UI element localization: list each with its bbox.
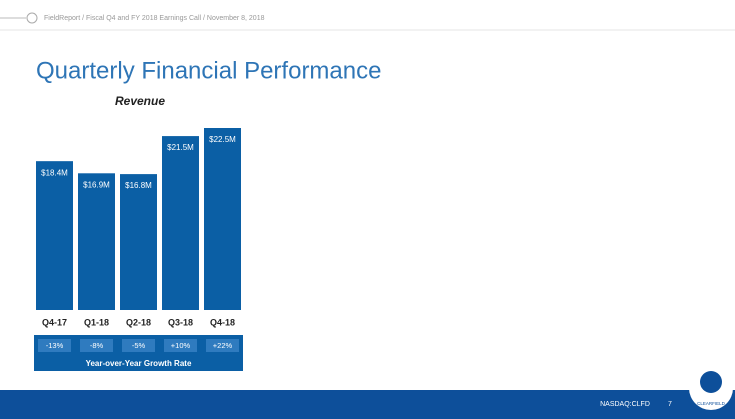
- header-dot: [26, 12, 38, 24]
- growth-cell: [122, 339, 155, 352]
- growth-cell: [80, 339, 113, 352]
- breadcrumb: FieldReport / Fiscal Q4 and FY 2018 Earn…: [44, 15, 265, 22]
- value-label: $18.4M: [41, 168, 68, 177]
- value-label: $16.8M: [125, 181, 152, 190]
- footer-ticker: NASDAQ:CLFD: [600, 401, 650, 408]
- bar: [36, 161, 73, 310]
- bar: [78, 173, 115, 310]
- growth-caption: Year-over-Year Growth Rate: [86, 359, 192, 368]
- value-label: $21.5M: [167, 143, 194, 152]
- logo-text: CLEARFIELD: [697, 401, 726, 406]
- x-tick-label: Q1-18: [84, 317, 109, 327]
- chart-title: Revenue: [115, 94, 165, 108]
- x-tick-label: Q4-17: [42, 317, 67, 327]
- bar: [162, 136, 199, 310]
- bar: [120, 174, 157, 310]
- growth-cell: [206, 339, 239, 352]
- growth-cell: [164, 339, 197, 352]
- growth-value: -13%: [46, 341, 64, 350]
- x-tick-label: Q4-18: [210, 317, 235, 327]
- growth-value: -8%: [90, 341, 104, 350]
- growth-value: +22%: [213, 341, 233, 350]
- growth-value: +10%: [171, 341, 191, 350]
- page-number: 7: [668, 401, 672, 408]
- value-label: $22.5M: [209, 135, 236, 144]
- value-label: $16.9M: [83, 180, 110, 189]
- x-tick-label: Q3-18: [168, 317, 193, 327]
- logo-mark: [700, 371, 722, 393]
- x-tick-label: Q2-18: [126, 317, 151, 327]
- growth-cell: [38, 339, 71, 352]
- bar: [204, 128, 241, 310]
- growth-value: -5%: [132, 341, 146, 350]
- footer-band: [0, 390, 735, 419]
- slide-title: Quarterly Financial Performance: [36, 57, 381, 84]
